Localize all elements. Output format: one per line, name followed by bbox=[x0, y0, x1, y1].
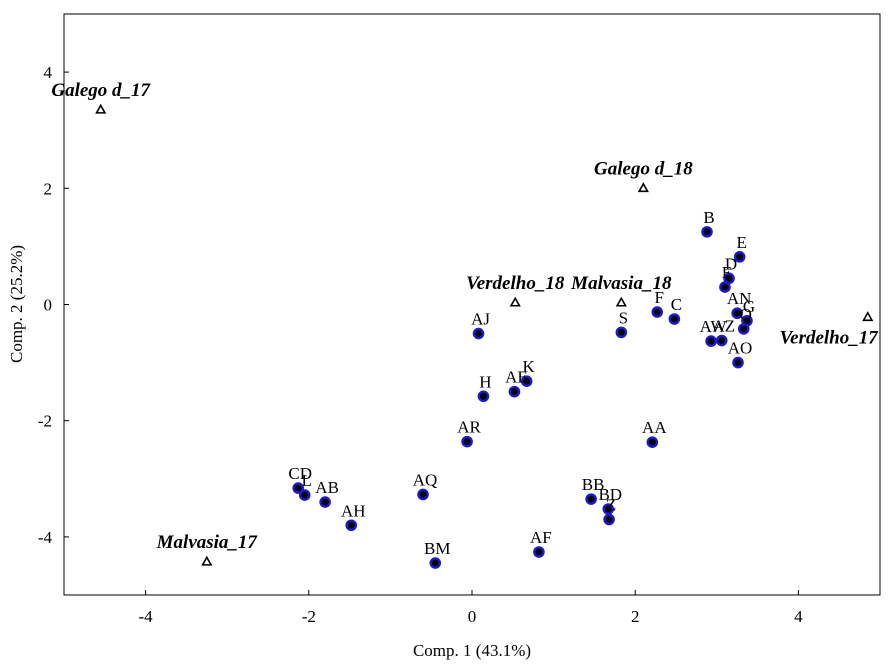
data-point-marker bbox=[719, 281, 731, 293]
data-point-marker bbox=[508, 385, 521, 398]
data-point-marker bbox=[477, 390, 490, 403]
data-point-marker bbox=[603, 513, 615, 526]
data-point-label: BD bbox=[598, 485, 622, 504]
data-point-marker bbox=[429, 557, 442, 569]
data-point-label: BM bbox=[424, 539, 450, 558]
y-tick-label: 2 bbox=[44, 179, 53, 198]
data-point-label: BB bbox=[582, 475, 605, 494]
y-tick-label: 4 bbox=[44, 63, 53, 82]
data-point-marker bbox=[731, 307, 744, 320]
data-point-label: AZ bbox=[712, 317, 735, 336]
data-point-label: AQ bbox=[413, 470, 438, 489]
data-point-label: G bbox=[743, 297, 755, 316]
data-point-label: C bbox=[671, 295, 682, 314]
data-point-label: B bbox=[703, 208, 714, 227]
plot-frame bbox=[63, 13, 881, 596]
x-tick-label: -4 bbox=[139, 607, 154, 626]
y-tick-label: -2 bbox=[38, 412, 52, 431]
data-point-marker bbox=[705, 335, 717, 347]
sample-group-label: Galego d_17 bbox=[51, 80, 151, 101]
data-point-label: AH bbox=[341, 501, 366, 520]
data-point-marker bbox=[615, 326, 628, 339]
sample-group-label: Verdelho_18 bbox=[466, 273, 565, 294]
x-tick-label: -2 bbox=[302, 607, 316, 626]
data-point-marker bbox=[646, 436, 659, 448]
data-point-label: AN bbox=[727, 289, 752, 308]
data-point-label: E bbox=[722, 263, 732, 282]
sample-group-marker bbox=[509, 296, 521, 307]
data-point-marker bbox=[701, 226, 713, 238]
sample-group-label: Verdelho_17 bbox=[780, 327, 880, 348]
data-point-label: AR bbox=[457, 418, 481, 437]
data-point-label: O bbox=[740, 305, 752, 324]
data-point-marker bbox=[732, 356, 744, 369]
y-axis-title: Comp. 2 (25.2%) bbox=[7, 245, 26, 363]
y-tick-label: -4 bbox=[38, 528, 53, 547]
data-point-label: K bbox=[523, 357, 536, 376]
data-point-marker bbox=[733, 251, 746, 263]
data-point-marker bbox=[345, 519, 358, 532]
x-axis-title: Comp. 1 (43.1%) bbox=[413, 641, 531, 660]
data-point-marker bbox=[472, 327, 485, 340]
data-point-label: E bbox=[736, 233, 746, 252]
data-point-marker bbox=[585, 493, 597, 505]
sample-group-marker bbox=[637, 182, 649, 193]
y-tick-label: 0 bbox=[44, 296, 53, 315]
axis-ticks: -4 -2 0 2 4 -4 -2 0 2 4 bbox=[38, 63, 803, 626]
sample-group-marker bbox=[201, 555, 213, 566]
data-point-marker bbox=[668, 313, 681, 325]
x-tick-label: 2 bbox=[631, 607, 640, 626]
data-point-marker bbox=[520, 375, 533, 387]
sample-group-marker bbox=[615, 296, 627, 307]
data-point-label: F bbox=[654, 288, 663, 307]
data-point-label: AJ bbox=[471, 310, 490, 329]
data-point-label: Z bbox=[606, 495, 616, 514]
sample-group-marker bbox=[95, 103, 107, 114]
data-point-marker bbox=[602, 503, 615, 515]
data-point-marker bbox=[533, 546, 545, 558]
x-tick-label: 0 bbox=[468, 607, 477, 626]
data-point-label: AW bbox=[700, 317, 728, 336]
data-point-label: H bbox=[479, 372, 491, 391]
data-point-marker bbox=[715, 334, 728, 347]
sample-group-label: Galego d_18 bbox=[594, 158, 693, 179]
data-point-label: AA bbox=[642, 418, 667, 437]
data-point-label: AE bbox=[505, 368, 528, 387]
data-point-label: L bbox=[302, 471, 312, 490]
data-point-label: AB bbox=[315, 478, 339, 497]
data-point-label: CD bbox=[288, 464, 312, 483]
sample-group-marker bbox=[862, 311, 874, 322]
data-point-marker bbox=[461, 435, 473, 448]
data-point-marker bbox=[651, 306, 664, 318]
data-point-label: S bbox=[619, 308, 628, 327]
data-point-label: AF bbox=[530, 528, 552, 547]
data-point-marker bbox=[737, 323, 750, 335]
data-point-marker bbox=[292, 482, 304, 494]
sample-group-label: Malvasia_17 bbox=[156, 532, 259, 553]
sample-group-label: Malvasia_18 bbox=[570, 273, 672, 294]
data-point-marker bbox=[298, 489, 311, 501]
x-tick-label: 4 bbox=[794, 607, 803, 626]
data-point-marker bbox=[319, 496, 331, 508]
data-point-marker bbox=[417, 488, 429, 501]
data-point-label: AO bbox=[728, 339, 753, 358]
data-point-label: D bbox=[725, 254, 737, 273]
